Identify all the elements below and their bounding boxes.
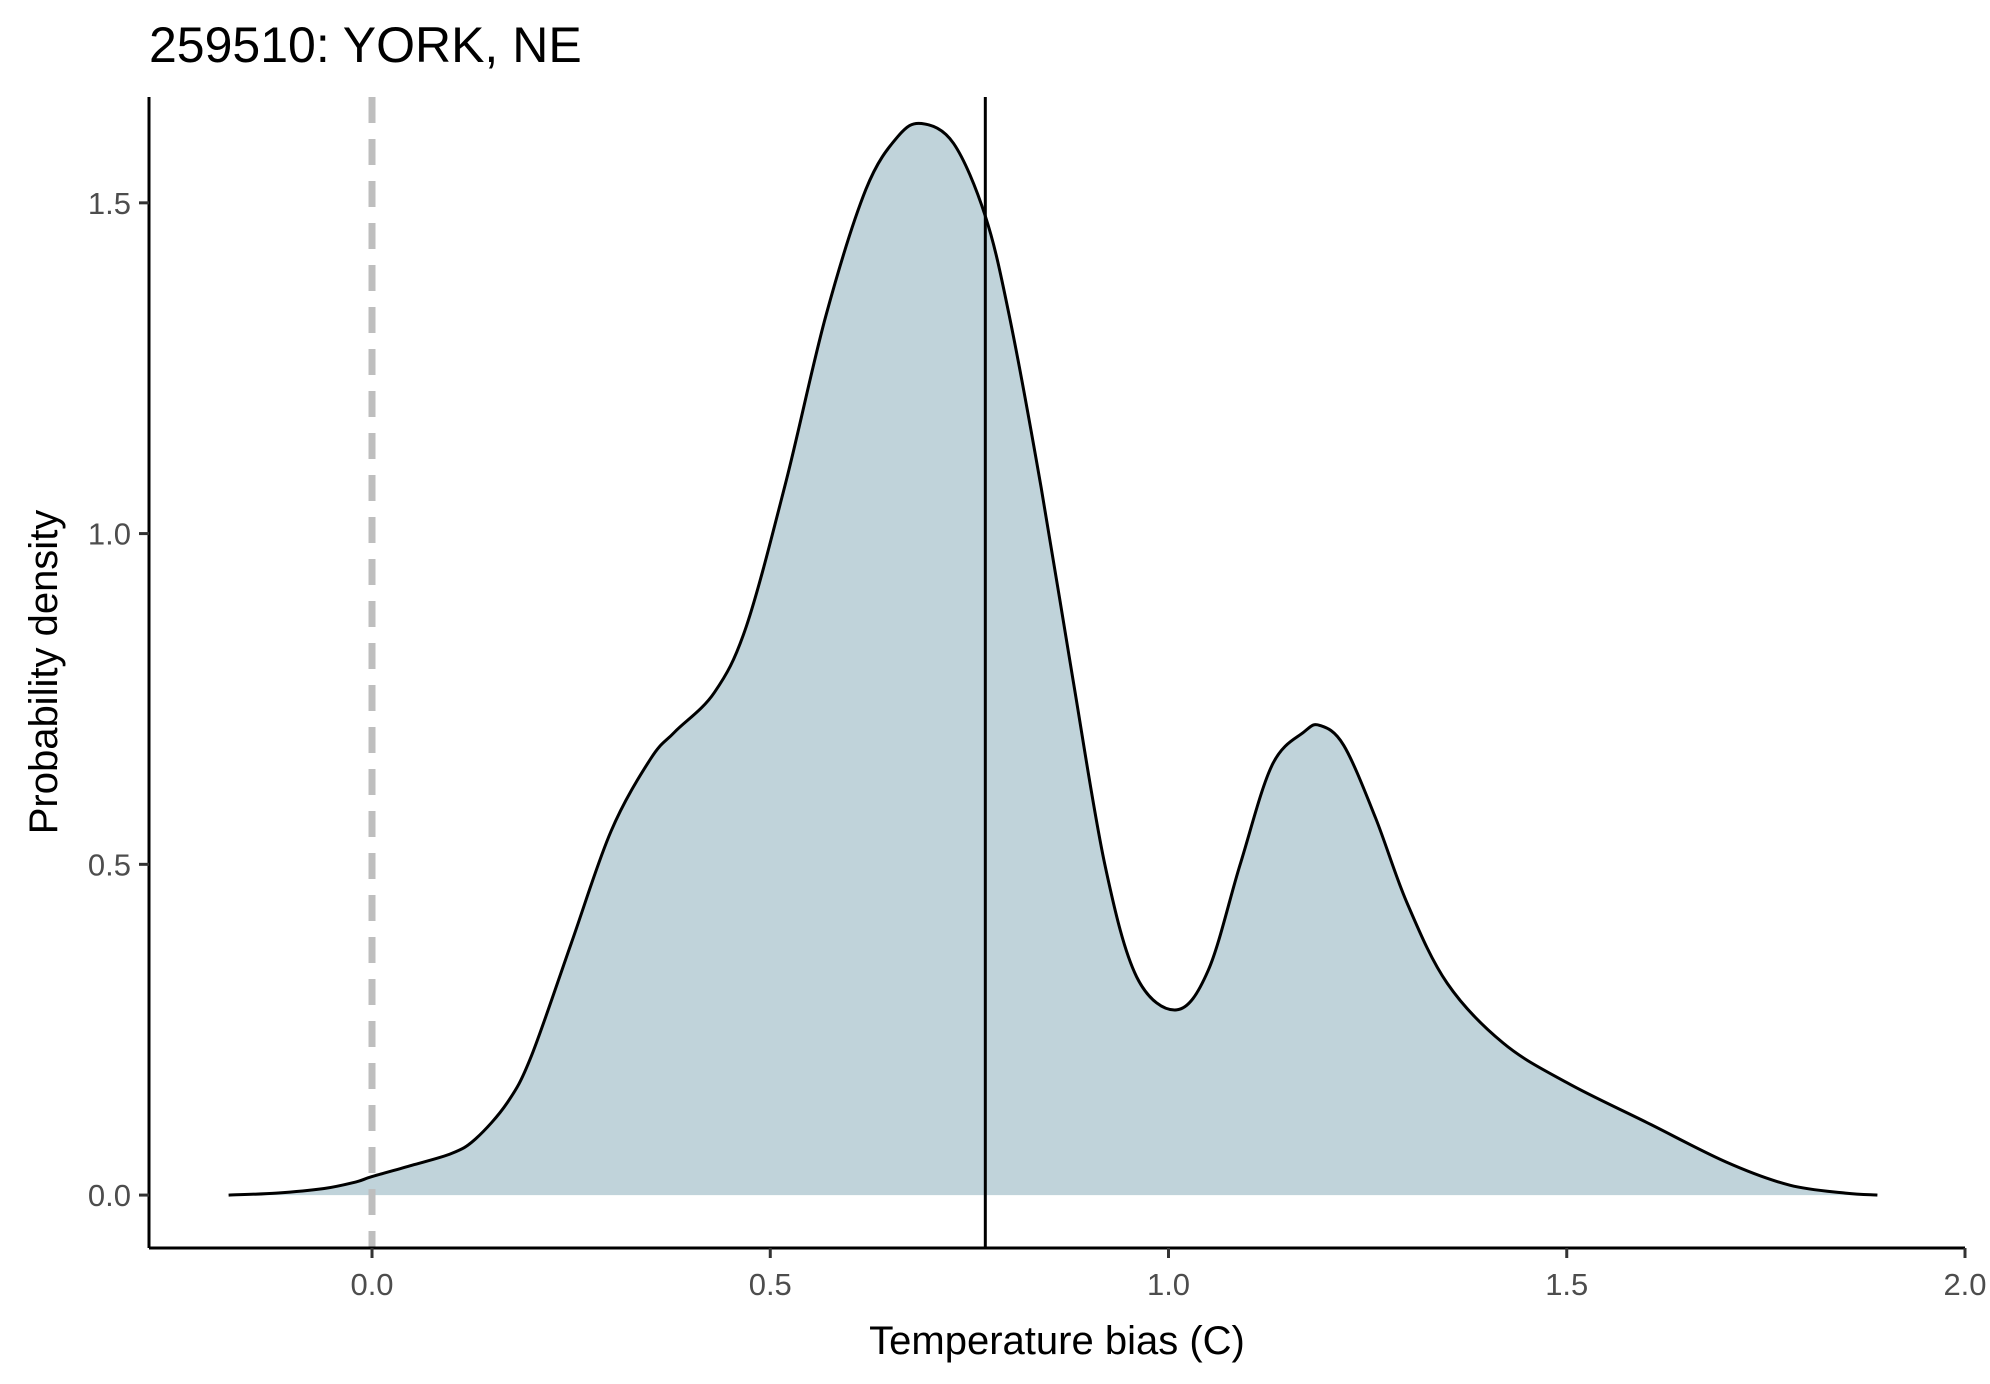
x-tick-label: 2.0	[1943, 1267, 1986, 1302]
y-axis-label: Probability density	[22, 510, 66, 835]
x-axis-ticks: 0.0 0.5 1.0 1.5 2.0	[350, 1248, 1987, 1302]
y-axis-ticks: 0.0 0.5 1.0 1.5	[88, 186, 149, 1213]
y-tick-label: 0.5	[88, 847, 131, 882]
x-axis-label: Temperature bias (C)	[869, 1319, 1245, 1363]
x-tick-label: 1.5	[1545, 1267, 1588, 1302]
density-area	[228, 123, 1878, 1196]
x-tick-label: 0.5	[749, 1267, 792, 1302]
y-tick-label: 1.5	[88, 186, 131, 221]
density-line	[228, 121, 1878, 1197]
x-tick-label: 1.0	[1147, 1267, 1190, 1302]
chart-title: 259510: YORK, NE	[149, 17, 582, 73]
y-tick-label: 1.0	[88, 517, 131, 552]
plot-area	[228, 97, 1878, 1248]
y-tick-label: 0.0	[88, 1178, 131, 1213]
x-tick-label: 0.0	[350, 1267, 393, 1302]
